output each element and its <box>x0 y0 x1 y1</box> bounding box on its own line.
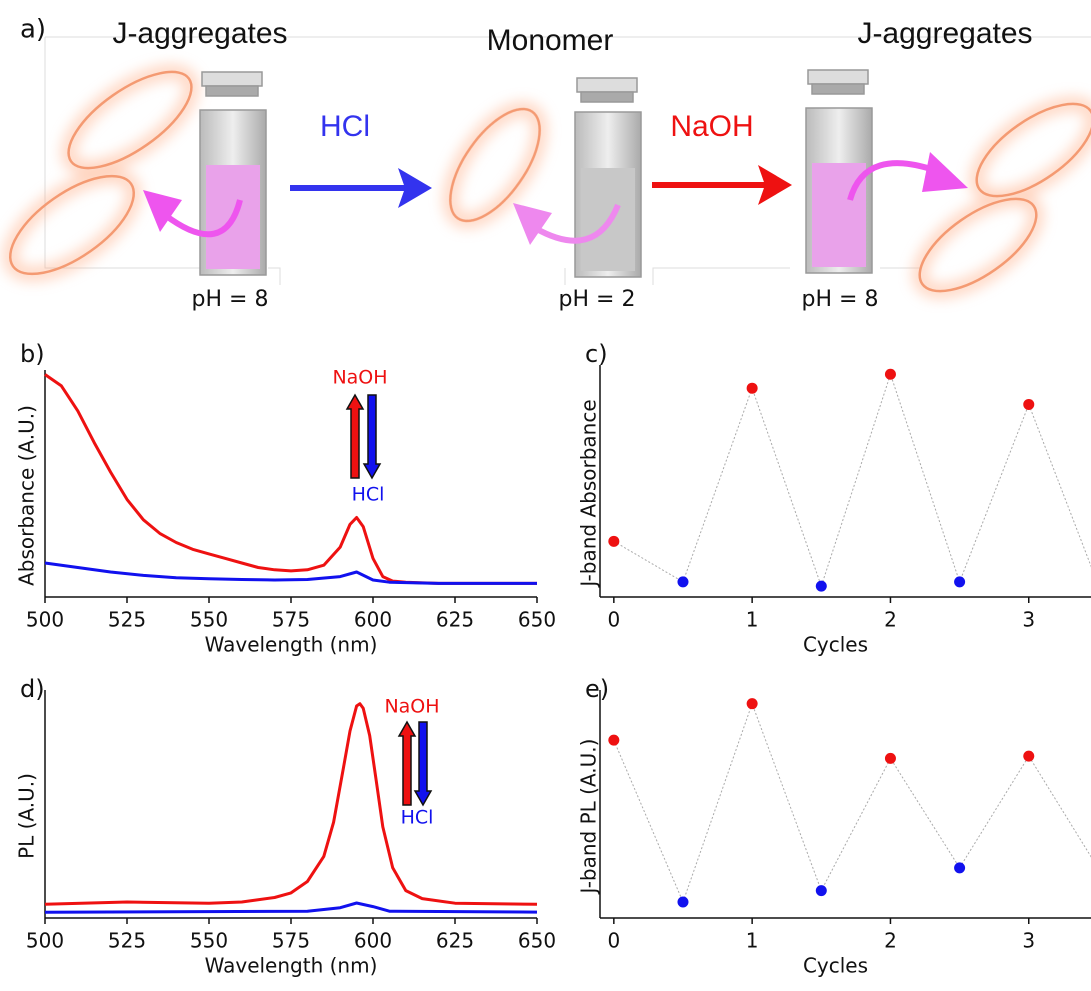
x-tick-label: 2 <box>884 608 897 632</box>
x-axis-label: Wavelength (nm) <box>205 633 378 657</box>
data-point <box>815 580 827 592</box>
spectrum-line <box>44 901 538 914</box>
x-tick-label: 525 <box>108 608 146 632</box>
x-tick-label: 550 <box>190 608 228 632</box>
data-point <box>954 576 966 588</box>
x-tick-label: 550 <box>190 929 228 953</box>
data-point <box>677 896 689 908</box>
data-point <box>1023 398 1035 410</box>
chart-panel: 500 525 550 575 600 625 650 Wavelength (nm) Abso… <box>15 340 557 657</box>
ph-label: pH = 8 <box>192 287 269 312</box>
annotation: HCl <box>401 807 434 829</box>
x-axis-label: Cycles <box>803 633 868 657</box>
x-tick-label: 3 <box>1022 608 1035 632</box>
x-tick-label: 0 <box>607 929 620 953</box>
data-point <box>608 734 620 746</box>
y-axis-label: J-band Absorbance <box>577 399 601 588</box>
data-point <box>884 368 896 380</box>
data-point <box>677 576 689 588</box>
data-point <box>746 382 758 394</box>
schematic: a) J-aggregates Monomer J-aggregates HCl… <box>3 15 1091 312</box>
panel-label: e) <box>585 675 609 703</box>
state-label: J-aggregates <box>112 17 287 50</box>
x-tick-label: 1 <box>746 608 759 632</box>
connector-line <box>613 702 1091 904</box>
panel-label: b) <box>20 340 45 368</box>
panel-label: d) <box>20 675 45 703</box>
x-tick-label: 650 <box>518 929 556 953</box>
panel-label: a) <box>20 15 46 45</box>
annotation-arrow <box>397 720 417 806</box>
annotation-arrow <box>362 394 382 480</box>
y-axis-label: Absorbance (A.U.) <box>15 405 39 586</box>
data-point <box>884 752 896 764</box>
spectrum-line <box>44 702 538 906</box>
x-tick-label: 500 <box>26 608 64 632</box>
reaction-arrows <box>143 152 968 245</box>
aggregates <box>3 64 1091 299</box>
data-point <box>954 862 966 874</box>
x-tick-label: 1 <box>746 929 759 953</box>
x-axis-label: Wavelength (nm) <box>205 954 378 978</box>
ph-label: pH = 8 <box>802 287 879 312</box>
ph-label: pH = 2 <box>559 287 636 312</box>
x-tick-label: 500 <box>26 929 64 953</box>
x-tick-label: 2 <box>884 929 897 953</box>
panel-label: c) <box>585 340 608 368</box>
x-tick-label: 650 <box>518 608 556 632</box>
chart-panel: 0 1 2 3 Cycles J-band Absorbance c) <box>577 340 1091 657</box>
annotation-arrow <box>345 393 365 479</box>
data-point <box>608 535 620 547</box>
spectrum-line <box>44 561 537 585</box>
reagent-label: NaOH <box>670 110 753 143</box>
annotation: NaOH <box>332 367 387 389</box>
y-axis-label: PL (A.U.) <box>15 773 39 859</box>
x-tick-label: 600 <box>354 929 392 953</box>
x-tick-label: 525 <box>108 929 146 953</box>
state-label: J-aggregates <box>857 17 1032 50</box>
x-tick-label: 625 <box>436 608 474 632</box>
connector-line <box>613 372 1091 588</box>
annotation: NaOH <box>384 696 439 718</box>
x-tick-label: 575 <box>272 929 310 953</box>
reagent-label: HCl <box>320 110 370 143</box>
state-label: Monomer <box>487 24 614 57</box>
annotation: HCl <box>352 484 385 506</box>
x-tick-label: 625 <box>436 929 474 953</box>
chart-panel: 0 1 2 3 Cycles J-band PL (A.U.) e) <box>577 675 1091 978</box>
x-axis-label: Cycles <box>803 954 868 978</box>
x-tick-label: 575 <box>272 608 310 632</box>
annotation-arrow <box>413 721 433 807</box>
chart-panel: 500 525 550 575 600 625 650 Wavelength (nm) PL (… <box>15 675 557 978</box>
spectrum-line <box>44 373 537 585</box>
data-point <box>746 698 758 710</box>
x-tick-label: 0 <box>607 608 620 632</box>
x-tick-label: 3 <box>1022 929 1035 953</box>
y-axis-label: J-band PL (A.U.) <box>577 739 601 896</box>
x-tick-label: 600 <box>354 608 392 632</box>
data-point <box>815 885 827 897</box>
data-point <box>1023 750 1035 762</box>
